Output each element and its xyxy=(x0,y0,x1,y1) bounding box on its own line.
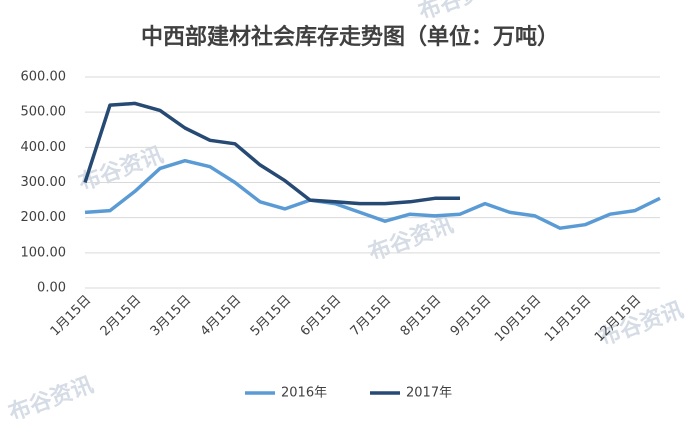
y-tick-label: 400.00 xyxy=(21,140,67,155)
legend-label: 2017年 xyxy=(406,386,452,401)
watermark: 布谷资讯 xyxy=(415,0,507,25)
x-tick-label: 2月15日 xyxy=(98,293,145,340)
y-tick-label: 100.00 xyxy=(21,245,67,260)
x-tick-label: 1月15日 xyxy=(48,293,95,340)
x-tick-label: 3月15日 xyxy=(148,293,195,340)
x-tick-label: 10月15日 xyxy=(492,293,544,345)
series-line xyxy=(83,101,460,206)
x-tick-label: 9月15日 xyxy=(448,293,495,340)
x-tick-label: 5月15日 xyxy=(248,293,295,340)
x-tick-label: 11月15日 xyxy=(542,293,594,345)
x-tick-label: 7月15日 xyxy=(348,293,395,340)
legend-label: 2016年 xyxy=(281,386,327,401)
chart-title: 中西部建材社会库存走势图（单位：万吨） xyxy=(141,24,559,50)
y-tick-label: 300.00 xyxy=(21,175,67,190)
y-tick-label: 200.00 xyxy=(21,210,67,225)
series-line xyxy=(84,158,661,230)
watermark: 布谷资讯 xyxy=(5,372,97,427)
x-tick-label: 4月15日 xyxy=(198,293,245,340)
x-tick-label: 8月15日 xyxy=(398,293,445,340)
x-tick-label: 6月15日 xyxy=(298,293,345,340)
y-tick-label: 0.00 xyxy=(37,281,66,296)
y-tick-label: 600.00 xyxy=(21,70,67,85)
y-tick-label: 500.00 xyxy=(21,105,67,120)
